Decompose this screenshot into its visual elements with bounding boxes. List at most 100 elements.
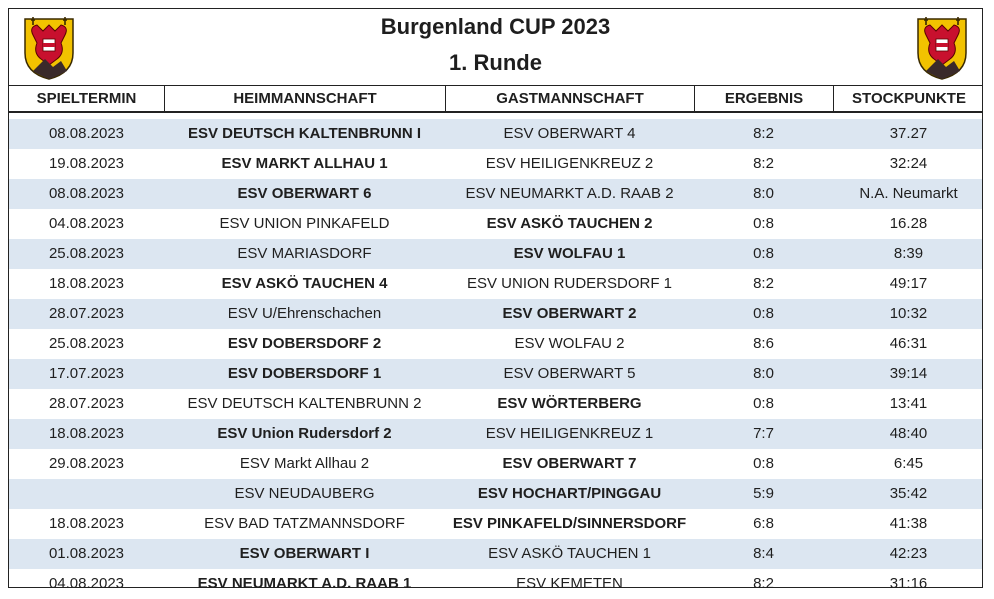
cell-date: 01.08.2023 [48,545,125,562]
cell-date: 18.08.2023 [48,515,125,532]
cup-table: Burgenland CUP 2023 1. Runde SPIELTERMIN… [8,8,983,592]
column-header-home: HEIMMANNSCHAFT [164,86,445,111]
cell-home-team: ESV Union Rudersdorf 2 [217,425,392,442]
cell-points: N.A. Neumarkt [859,185,958,202]
cell-guest-team: ESV HEILIGENKREUZ 1 [485,425,654,442]
cell-home-team: ESV OBERWART 6 [237,185,372,202]
cell-points: 35:42 [889,485,928,502]
burgenland-crest-icon [917,17,967,80]
cell-home-team: ESV UNION PINKAFELD [219,215,390,232]
cell-points: 46:31 [889,335,928,352]
table-row: 18.08.2023 ESV BAD TATZMANNSDORF ESV PINKA… [9,509,982,539]
cell-points: 31:16 [889,575,928,592]
cell-home-team: ESV MARKT ALLHAU 1 [221,155,388,172]
cell-guest-team: ESV UNION RUDERSDORF 1 [466,275,673,292]
column-header-guest: GASTMANNSCHAFT [445,86,694,111]
cell-home-team: ESV Markt Allhau 2 [239,455,370,472]
table-row: 01.08.2023 ESV OBERWART I ESV ASKÖ TAUCHEN… [9,539,982,569]
cell-points: 39:14 [889,365,928,382]
table-row: ESV NEUDAUBERG ESV HOCHART/PINGGAU 5:9 35:4… [9,479,982,509]
burgenland-crest-icon [24,17,74,80]
cell-points: 32:24 [889,155,928,172]
cell-result: 8:0 [753,365,774,382]
cell-home-team: ESV NEUDAUBERG [234,485,375,502]
cell-result: 6:8 [753,515,774,532]
cell-result: 8:2 [753,575,774,592]
cell-date: 19.08.2023 [48,155,125,172]
cell-date: 08.08.2023 [48,125,125,142]
table-row: 17.07.2023 ESV DOBERSDORF 1 ESV OBERWART 5… [9,359,982,389]
cell-result: 7:7 [753,425,774,442]
table-row: 08.08.2023 ESV DEUTSCH KALTENBRUNN I ESV O… [9,119,982,149]
cell-points: 48:40 [889,425,928,442]
table-row: 18.08.2023 ESV ASKÖ TAUCHEN 4 ESV UNION RU… [9,269,982,299]
table-header: SPIELTERMIN HEIMMANNSCHAFT GASTMANNSCHAF… [9,85,982,113]
table-row: 25.08.2023 ESV MARIASDORF ESV WOLFAU 1 0:8 8… [9,239,982,269]
cell-date: 04.08.2023 [48,575,125,592]
cell-result: 8:2 [753,275,774,292]
cell-date [9,479,164,509]
cell-date: 28.07.2023 [48,305,125,322]
table-row: 28.07.2023 ESV U/Ehrenschachen ESV OBERWAR… [9,299,982,329]
table-row: 04.08.2023 ESV UNION PINKAFELD ESV ASKÖ TA… [9,209,982,239]
cell-guest-team: ESV HEILIGENKREUZ 2 [485,155,654,172]
cell-home-team: ESV DOBERSDORF 1 [227,365,382,382]
column-header-date: SPIELTERMIN [36,90,137,107]
table-row: 08.08.2023 ESV OBERWART 6 ESV NEUMARKT A.D… [9,179,982,209]
cell-guest-team: ESV WOLFAU 1 [513,245,626,262]
cell-guest-team: ESV OBERWART 7 [502,455,637,472]
cell-home-team: ESV DOBERSDORF 2 [227,335,382,352]
cell-home-team: ESV MARIASDORF [237,245,372,262]
cell-date: 17.07.2023 [48,365,125,382]
cell-date: 28.07.2023 [48,395,125,412]
column-header-points: STOCKPUNKTE [833,86,984,111]
cell-points: 13:41 [889,395,928,412]
table-body: 08.08.2023 ESV DEUTSCH KALTENBRUNN I ESV O… [9,119,982,599]
cell-guest-team: ESV WÖRTERBERG [497,395,642,412]
title-area: Burgenland CUP 2023 1. Runde [9,9,982,85]
cell-date: 04.08.2023 [48,215,125,232]
table-row: 18.08.2023 ESV Union Rudersdorf 2 ESV HEIL… [9,419,982,449]
cell-guest-team: ESV OBERWART 2 [502,305,637,322]
cell-home-team: ESV DEUTSCH KALTENBRUNN I [187,125,422,142]
table-row: 28.07.2023 ESV DEUTSCH KALTENBRUNN 2 ESV W… [9,389,982,419]
cell-points: 49:17 [889,275,928,292]
cell-points: 42:23 [889,545,928,562]
cell-date: 25.08.2023 [48,335,125,352]
page-title: Burgenland CUP 2023 [380,14,611,39]
cell-result: 0:8 [753,395,774,412]
cell-guest-team: ESV HOCHART/PINGGAU [477,485,662,502]
cell-result: 0:8 [753,305,774,322]
cell-date: 29.08.2023 [48,455,125,472]
cell-home-team: ESV ASKÖ TAUCHEN 4 [221,275,388,292]
cell-result: 0:8 [753,215,774,232]
cell-result: 5:9 [753,485,774,502]
cell-result: 8:6 [753,335,774,352]
cell-home-team: ESV NEUMARKT A.D. RAAB 1 [197,575,412,592]
cell-guest-team: ESV ASKÖ TAUCHEN 2 [486,215,653,232]
cell-result: 8:0 [753,185,774,202]
table-row: 04.08.2023 ESV NEUMARKT A.D. RAAB 1 ESV KE… [9,569,982,599]
cell-date: 08.08.2023 [48,185,125,202]
cell-result: 8:2 [753,125,774,142]
cell-points: 10:32 [889,305,928,322]
cell-home-team: ESV OBERWART I [239,545,370,562]
cell-guest-team: ESV NEUMARKT A.D. RAAB 2 [465,185,674,202]
cell-result: 0:8 [753,245,774,262]
cell-guest-team: ESV OBERWART 4 [503,125,636,142]
cell-guest-team: ESV WOLFAU 2 [514,335,625,352]
page-subtitle: 1. Runde [449,50,542,75]
cell-guest-team: ESV OBERWART 5 [503,365,636,382]
table-row: 25.08.2023 ESV DOBERSDORF 2 ESV WOLFAU 2 8:… [9,329,982,359]
table-row: 29.08.2023 ESV Markt Allhau 2 ESV OBERWART… [9,449,982,479]
cell-date: 18.08.2023 [48,275,125,292]
cell-result: 0:8 [753,455,774,472]
cell-guest-team: ESV ASKÖ TAUCHEN 1 [488,545,651,562]
cell-home-team: ESV BAD TATZMANNSDORF [204,515,405,532]
cell-points: 16.28 [889,215,928,232]
cell-points: 37.27 [889,125,928,142]
cell-points: 8:39 [893,245,924,262]
cell-date: 18.08.2023 [48,425,125,442]
cell-home-team: ESV U/Ehrenschachen [227,305,382,322]
cell-guest-team: ESV PINKAFELD/SINNERSDORF [452,515,687,532]
